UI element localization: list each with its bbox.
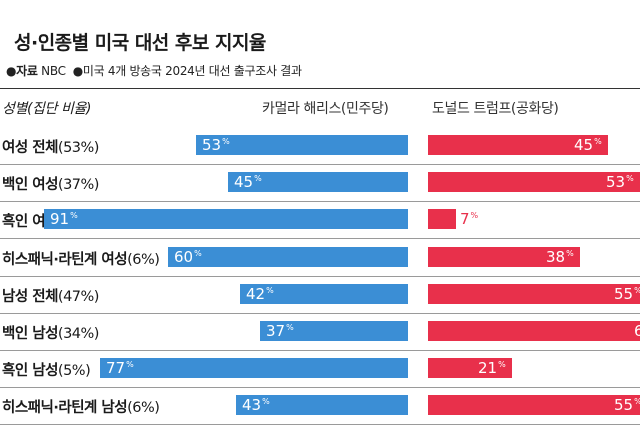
harris-bar (228, 172, 408, 193)
category-name: 히스패닉·라틴계 여성 (2, 251, 128, 268)
category-name: 여성 전체 (2, 140, 58, 156)
trump-value-label: 38% (546, 247, 574, 266)
harris-bar (260, 321, 408, 341)
harris-value-label: 53% (202, 136, 230, 154)
trump-bar (428, 135, 608, 155)
harris-series-header: 카멀라 해리스(민주당) (262, 101, 389, 117)
row-separator (0, 387, 640, 389)
trump-bar (428, 358, 512, 379)
harris-bar (44, 209, 408, 230)
row-separator (0, 238, 640, 240)
harris-value-label: 37% (266, 322, 294, 340)
category-share: (6%) (127, 400, 160, 417)
harris-value-label: 43% (242, 396, 270, 415)
harris-value-label: 42% (246, 284, 274, 303)
category-label: 백인 여성(37%) (2, 173, 99, 194)
source-value: NBC (41, 64, 66, 78)
header-rule (0, 88, 640, 89)
trump-bar (428, 246, 580, 267)
trump-bar (428, 172, 640, 193)
trump-bar (428, 209, 456, 230)
harris-bar (100, 358, 408, 379)
category-share: (34%) (57, 326, 100, 342)
harris-value-label: 60% (174, 247, 202, 266)
trump-bar (428, 283, 640, 304)
chart-title: 성·인종별 미국 대선 후보 지지율 (14, 32, 266, 54)
trump-value-label: 53% (606, 173, 634, 192)
trump-value-label: 7% (460, 210, 479, 229)
category-label: 남성 전체(47%) (2, 285, 99, 306)
category-name: 백인 남성 (2, 326, 58, 342)
category-share: (37%) (57, 177, 100, 194)
trump-value-label: 55% (614, 284, 640, 303)
trump-value-label: 55% (614, 396, 640, 415)
source-label: ●자료 (6, 64, 38, 78)
category-name: 백인 여성 (2, 177, 58, 194)
category-name: 남성 전체 (2, 288, 58, 305)
harris-bar (240, 283, 408, 304)
category-share: (6%) (127, 251, 160, 268)
category-share: (53%) (57, 140, 100, 156)
source-line: ●자료 NBC ●미국 4개 방송국 2024년 대선 출구조사 결과 (6, 62, 302, 79)
category-label: 백인 남성(34%) (2, 322, 99, 343)
trump-series-header: 도널드 트럼프(공화당) (432, 101, 559, 117)
category-share: (47%) (57, 288, 100, 305)
harris-bar (236, 395, 408, 416)
category-name: 흑인 남성 (2, 363, 58, 380)
trump-value-label: 60% (634, 322, 640, 340)
row-separator (0, 350, 640, 351)
trump-value-label: 45% (574, 136, 602, 154)
category-name: 히스패닉·라틴계 남성 (2, 400, 128, 417)
category-share: (5%) (57, 363, 91, 380)
trump-bar (428, 395, 640, 416)
row-separator (0, 201, 640, 203)
category-label: 히스패닉·라틴계 남성(6%) (2, 396, 160, 417)
harris-value-label: 91% (50, 210, 78, 229)
category-header: 성별(집단 비율) (2, 101, 92, 117)
row-separator (0, 312, 640, 314)
category-label: 히스패닉·라틴계 여성(6%) (2, 248, 160, 269)
harris-value-label: 45% (234, 173, 262, 192)
harris-bar (196, 135, 408, 155)
row-separator (0, 275, 640, 277)
harris-bar (168, 246, 408, 267)
category-label: 흑인 남성(5%) (2, 359, 91, 380)
category-label: 여성 전체(53%) (2, 136, 99, 157)
row-separator (0, 164, 640, 165)
trump-bar (428, 321, 640, 341)
harris-value-label: 77% (106, 359, 134, 378)
source-note: ●미국 4개 방송국 2024년 대선 출구조사 결과 (72, 64, 302, 78)
row-separator (0, 424, 640, 426)
trump-value-label: 21% (478, 359, 506, 378)
